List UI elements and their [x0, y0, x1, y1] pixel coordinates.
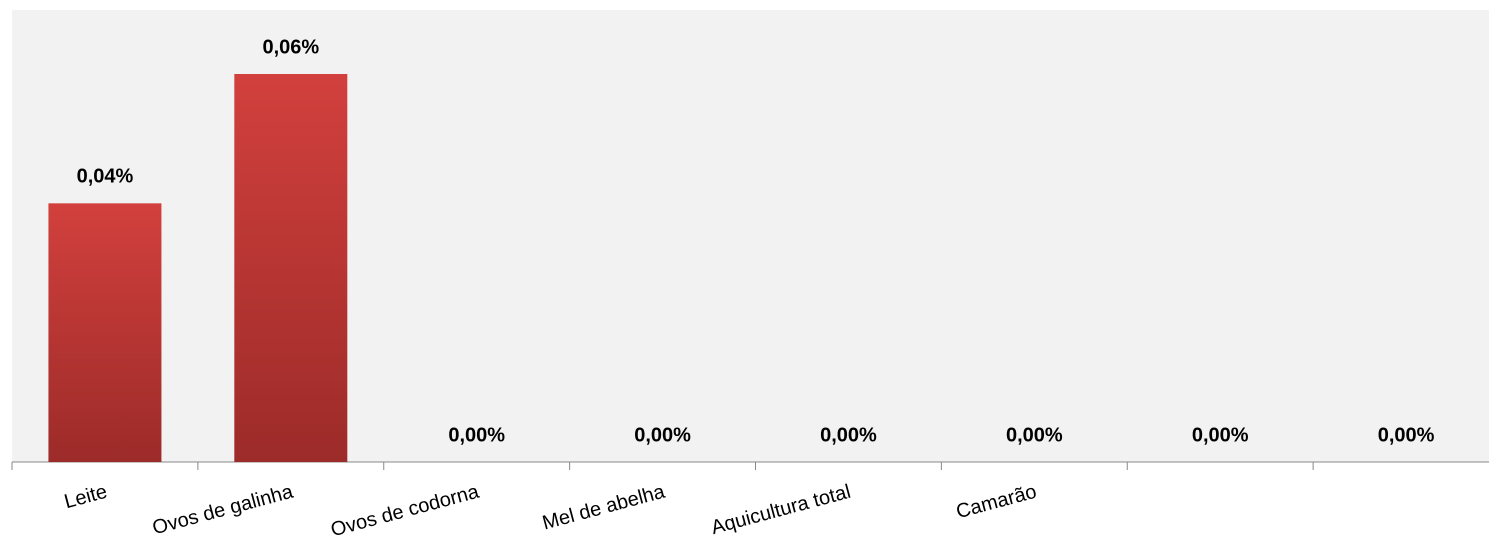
- plot-area: [12, 10, 1489, 462]
- data-label: 0,06%: [262, 36, 319, 58]
- bar: [234, 74, 348, 462]
- data-label: 0,00%: [634, 424, 691, 446]
- x-tick-label: Aquicultura total: [709, 481, 853, 539]
- data-label: 0,04%: [77, 166, 134, 188]
- data-label: 0,00%: [1378, 424, 1435, 446]
- x-tick-label: Ovos de galinha: [150, 480, 296, 539]
- x-tick-label: Ovos de codorna: [329, 480, 483, 541]
- data-label: 0,00%: [1192, 424, 1249, 446]
- x-tick-label: Mel de abelha: [540, 480, 668, 534]
- x-tick-label: Leite: [62, 481, 110, 513]
- data-label: 0,00%: [448, 424, 505, 446]
- x-tick-label: Camarão: [954, 481, 1039, 524]
- data-label: 0,00%: [820, 424, 877, 446]
- data-label: 0,00%: [1006, 424, 1063, 446]
- bar: [48, 203, 162, 463]
